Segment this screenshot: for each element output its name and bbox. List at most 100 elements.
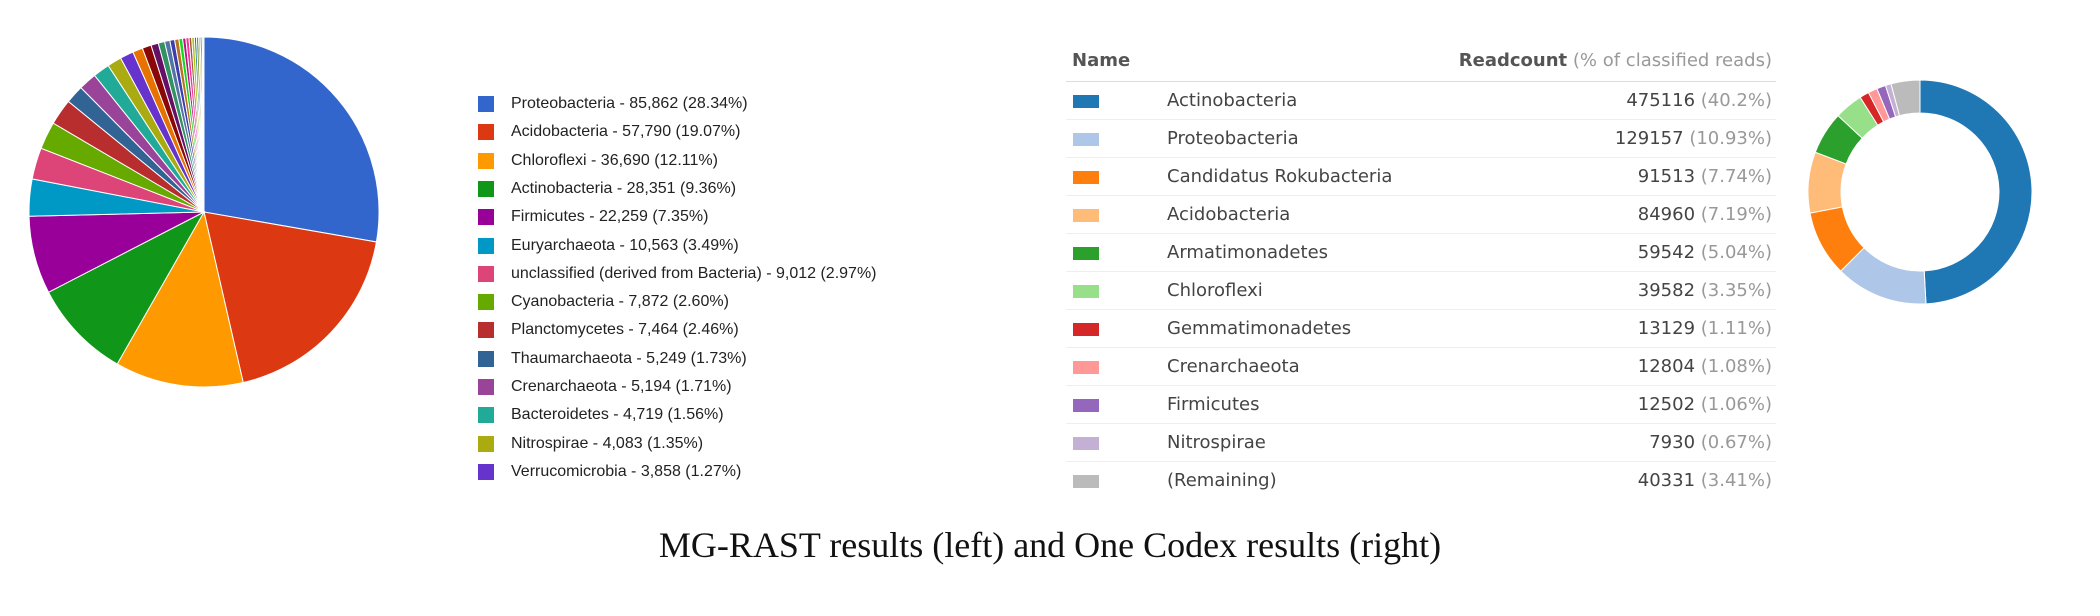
donut-segment xyxy=(1919,79,2033,305)
row-readcount-value: 129157 xyxy=(1614,128,1690,149)
legend-label: Actinobacteria - 28,351 (9.36%) xyxy=(511,179,737,197)
row-swatch xyxy=(1073,399,1099,412)
row-readcount: 84960 (7.19%) xyxy=(1638,204,1772,225)
row-readcount-value: 12502 xyxy=(1637,394,1701,415)
legend-swatch xyxy=(478,96,494,112)
row-readcount-value: 84960 xyxy=(1637,204,1701,225)
row-readcount-value: 59542 xyxy=(1637,242,1701,263)
row-readcount: 13129 (1.11%) xyxy=(1638,318,1772,339)
row-name: Gemmatimonadetes xyxy=(1167,318,1352,339)
legend-label: unclassified (derived from Bacteria) - 9… xyxy=(511,264,877,282)
legend-swatch xyxy=(478,209,494,226)
pie-slice-minor xyxy=(202,36,205,213)
legend-item: Cyanobacteria - 7,872 (2.60%) xyxy=(478,291,729,313)
row-readcount-pct: (5.04%) xyxy=(1700,242,1772,263)
legend-item: Proteobacteria - 85,862 (28.34%) xyxy=(478,93,748,115)
mg-rast-pie-chart xyxy=(28,36,380,388)
row-readcount: 59542 (5.04%) xyxy=(1638,242,1772,263)
row-readcount-pct: (3.35%) xyxy=(1700,280,1772,301)
row-swatch xyxy=(1073,437,1099,450)
row-name: Acidobacteria xyxy=(1167,204,1291,225)
row-readcount-value: 12804 xyxy=(1637,356,1701,377)
row-readcount-value: 13129 xyxy=(1637,318,1701,339)
row-readcount: 475116 (40.2%) xyxy=(1626,90,1772,111)
legend-item: Crenarchaeota - 5,194 (1.71%) xyxy=(478,376,732,398)
table-row: Nitrospirae 7930 (0.67%) xyxy=(1066,424,1776,462)
row-name: Candidatus Rokubacteria xyxy=(1167,166,1393,187)
row-name: Nitrospirae xyxy=(1167,432,1266,453)
legend-swatch xyxy=(478,180,494,197)
row-readcount-pct: (40.2%) xyxy=(1700,90,1772,111)
table-row: Gemmatimonadetes 13129 (1.11%) xyxy=(1066,310,1776,348)
row-readcount: 7930 (0.67%) xyxy=(1649,432,1772,453)
donut-segment xyxy=(1890,79,1921,117)
legend-swatch xyxy=(478,435,494,452)
legend-item: Thaumarchaeota - 5,249 (1.73%) xyxy=(478,348,747,370)
row-readcount: 12502 (1.06%) xyxy=(1638,394,1772,415)
legend-item: Firmicutes - 22,259 (7.35%) xyxy=(478,206,708,228)
row-name: (Remaining) xyxy=(1167,470,1277,491)
row-name: Armatimonadetes xyxy=(1167,242,1329,263)
table-header: Name Readcount (% of classified reads) xyxy=(1066,44,1776,82)
row-readcount-pct: (1.08%) xyxy=(1700,356,1772,377)
legend-swatch xyxy=(478,265,494,282)
legend-swatch xyxy=(478,294,494,311)
table-row: (Remaining) 40331 (3.41%) xyxy=(1066,462,1776,499)
legend-item: Euryarchaeota - 10,563 (3.49%) xyxy=(478,235,739,257)
row-name: Proteobacteria xyxy=(1167,128,1299,149)
onecodex-table: Name Readcount (% of classified reads) A… xyxy=(1066,44,1776,499)
row-name: Crenarchaeota xyxy=(1167,356,1300,377)
row-readcount: 40331 (3.41%) xyxy=(1638,470,1772,491)
row-readcount-value: 475116 xyxy=(1626,90,1701,111)
onecodex-donut-chart xyxy=(1800,72,2040,312)
table-row: Actinobacteria 475116 (40.2%) xyxy=(1066,82,1776,120)
pie-slice xyxy=(203,211,377,384)
row-readcount-pct: (7.74%) xyxy=(1700,166,1772,187)
row-readcount: 91513 (7.74%) xyxy=(1638,166,1772,187)
legend-label: Euryarchaeota - 10,563 (3.49%) xyxy=(511,236,739,254)
legend-label: Nitrospirae - 4,083 (1.35%) xyxy=(511,434,704,452)
legend-item: Acidobacteria - 57,790 (19.07%) xyxy=(478,121,740,143)
row-readcount: 39582 (3.35%) xyxy=(1638,280,1772,301)
table-body: Actinobacteria 475116 (40.2%) Proteobacter… xyxy=(1066,82,1776,499)
row-readcount-value: 7930 xyxy=(1649,432,1701,453)
header-readcount-label: Readcount xyxy=(1458,50,1568,71)
legend-item: Verrucomicrobia - 3,858 (1.27%) xyxy=(478,461,741,483)
table-row: Proteobacteria 129157 (10.93%) xyxy=(1066,120,1776,158)
row-readcount-value: 39582 xyxy=(1637,280,1701,301)
row-readcount: 129157 (10.93%) xyxy=(1615,128,1772,149)
donut-svg xyxy=(1807,79,2033,305)
row-readcount-pct: (10.93%) xyxy=(1689,128,1772,149)
legend-label: Verrucomicrobia - 3,858 (1.27%) xyxy=(511,462,742,480)
row-readcount-pct: (1.11%) xyxy=(1700,318,1772,339)
pie-slice xyxy=(116,210,244,388)
row-swatch xyxy=(1073,323,1099,336)
row-readcount-pct: (3.41%) xyxy=(1700,470,1772,491)
legend-label: Proteobacteria - 85,862 (28.34%) xyxy=(511,95,748,112)
table-row: Firmicutes 12502 (1.06%) xyxy=(1066,386,1776,424)
row-readcount-value: 40331 xyxy=(1637,470,1701,491)
row-swatch xyxy=(1073,209,1099,222)
row-name: Firmicutes xyxy=(1167,394,1260,415)
row-readcount-pct: (7.19%) xyxy=(1700,204,1772,225)
row-swatch xyxy=(1073,133,1099,146)
header-readcount-note: (% of classified reads) xyxy=(1572,50,1772,71)
legend-label: Thaumarchaeota - 5,249 (1.73%) xyxy=(511,349,747,367)
legend-label: Planctomycetes - 7,464 (2.46%) xyxy=(511,321,739,339)
legend-swatch xyxy=(478,152,494,169)
row-readcount-pct: (1.06%) xyxy=(1700,394,1772,415)
pie-slice xyxy=(203,36,380,243)
row-readcount-pct: (0.67%) xyxy=(1700,432,1772,453)
row-readcount-value: 91513 xyxy=(1637,166,1701,187)
legend-swatch xyxy=(478,322,494,339)
row-swatch xyxy=(1073,285,1099,298)
legend-swatch xyxy=(478,379,494,395)
row-readcount: 12804 (1.08%) xyxy=(1638,356,1772,377)
header-readcount: Readcount (% of classified reads) xyxy=(1459,50,1772,71)
legend-item: Planctomycetes - 7,464 (2.46%) xyxy=(478,319,739,341)
legend-swatch xyxy=(478,350,494,367)
legend-label: Acidobacteria - 57,790 (19.07%) xyxy=(511,123,741,141)
figure-caption: MG-RAST results (left) and One Codex res… xyxy=(658,525,1442,565)
table-row: Chloroflexi 39582 (3.35%) xyxy=(1066,272,1776,310)
legend-label: Chloroflexi - 36,690 (12.11%) xyxy=(511,151,718,169)
